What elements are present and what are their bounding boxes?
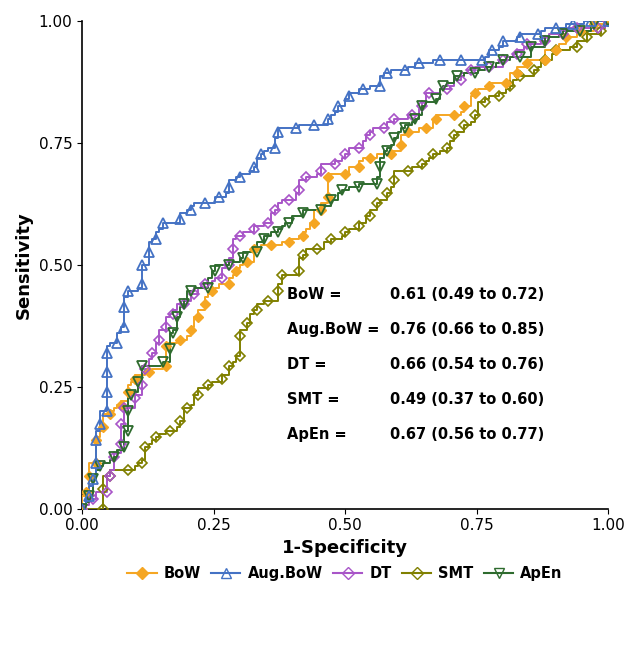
X-axis label: 1-Specificity: 1-Specificity — [282, 539, 408, 557]
Text: 0.67 (0.56 to 0.77): 0.67 (0.56 to 0.77) — [390, 427, 544, 442]
Text: 0.61 (0.49 to 0.72): 0.61 (0.49 to 0.72) — [390, 287, 544, 302]
Text: Aug.BoW =: Aug.BoW = — [287, 322, 380, 337]
Text: 0.76 (0.66 to 0.85): 0.76 (0.66 to 0.85) — [390, 322, 544, 337]
Text: ApEn =: ApEn = — [287, 427, 347, 442]
Text: BoW =: BoW = — [287, 287, 342, 302]
Text: 0.66 (0.54 to 0.76): 0.66 (0.54 to 0.76) — [390, 357, 544, 372]
Legend: BoW, Aug.BoW, DT, SMT, ApEn: BoW, Aug.BoW, DT, SMT, ApEn — [122, 560, 568, 587]
Text: SMT =: SMT = — [287, 392, 340, 407]
Y-axis label: Sensitivity: Sensitivity — [15, 211, 33, 318]
Text: 0.49 (0.37 to 0.60): 0.49 (0.37 to 0.60) — [390, 392, 544, 407]
Text: DT =: DT = — [287, 357, 326, 372]
